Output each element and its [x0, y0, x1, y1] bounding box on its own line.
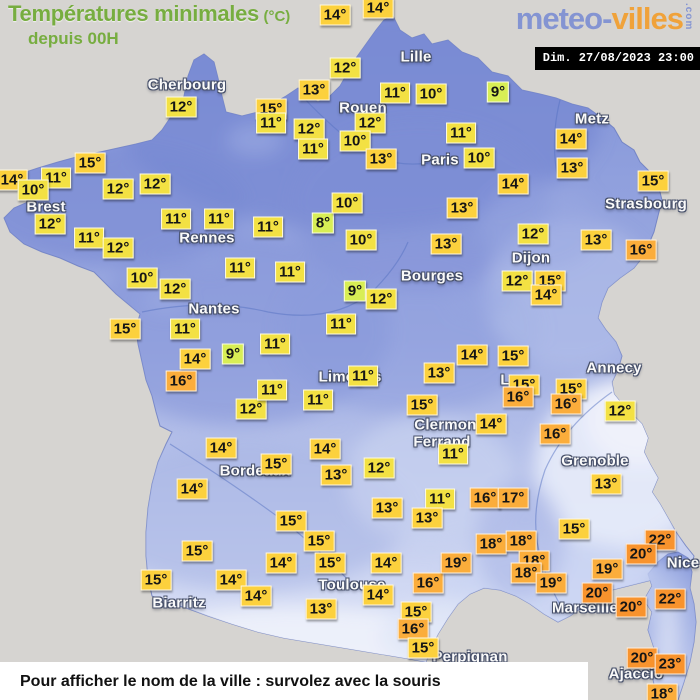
footer-hint: Pour afficher le nom de la ville : survo…: [20, 673, 441, 690]
page-title-unit: (°C): [263, 8, 291, 25]
page-subtitle: depuis 00H: [28, 29, 119, 49]
logo-villes: villes: [611, 1, 684, 36]
logo-tld: .com: [683, 3, 694, 31]
meteo-villes-logo[interactable]: meteo-villes.com: [516, 1, 694, 37]
datetime-badge: Dim. 27/08/2023 23:00: [534, 47, 700, 70]
page-title-block: Températures minimales (°C) depuis 00H: [8, 1, 291, 49]
logo-meteo: meteo-: [515, 1, 613, 36]
footer-bar: [0, 662, 588, 700]
page-title: Températures minimales: [8, 1, 259, 26]
